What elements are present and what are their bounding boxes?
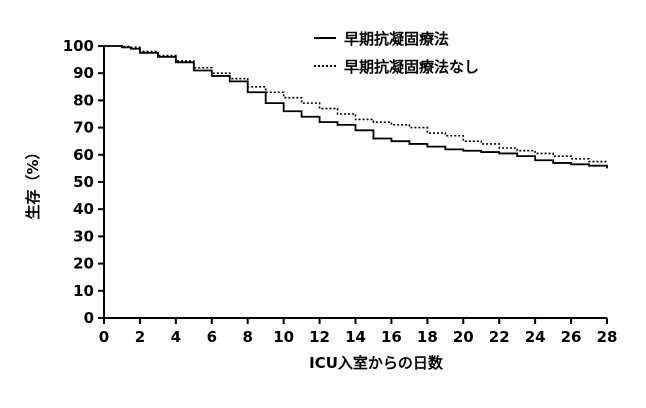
- x-tick-label: 12: [309, 328, 330, 346]
- x-tick-label: 28: [597, 328, 618, 346]
- y-tick-label: 40: [73, 200, 94, 218]
- y-tick-label: 20: [73, 255, 94, 273]
- y-tick-label: 70: [73, 119, 94, 137]
- y-tick-label: 90: [73, 64, 94, 82]
- x-tick-label: 20: [453, 328, 474, 346]
- y-axis-title: 生存（%）: [24, 144, 42, 219]
- x-tick-label: 18: [417, 328, 438, 346]
- x-tick-label: 16: [381, 328, 402, 346]
- x-tick-label: 14: [345, 328, 366, 346]
- x-tick-label: 0: [99, 328, 109, 346]
- x-tick-label: 2: [135, 328, 145, 346]
- series-line-1: [104, 45, 608, 169]
- x-tick-label: 10: [273, 328, 294, 346]
- axes: [103, 46, 607, 319]
- x-ticks: 0 2 4 6 8 10 12 14 16 18 20 22 24 26 28: [99, 318, 618, 346]
- x-tick-label: 24: [525, 328, 546, 346]
- y-tick-label: 50: [73, 173, 94, 191]
- x-tick-label: 22: [489, 328, 510, 346]
- y-tick-label: 100: [63, 37, 94, 55]
- y-tick-label: 60: [73, 146, 94, 164]
- y-tick-label: 80: [73, 91, 94, 109]
- y-tick-label: 0: [84, 309, 94, 327]
- y-tick-label: 30: [73, 227, 94, 245]
- y-ticks: 0 10 20 30 40 50 60 70 80 90 100: [63, 37, 104, 327]
- x-tick-label: 26: [561, 328, 582, 346]
- series-layer: [104, 45, 608, 169]
- legend-label-solid: 早期抗凝固療法: [344, 30, 449, 48]
- legend: 早期抗凝固療法 早期抗凝固療法なし: [314, 30, 479, 76]
- y-tick-label: 10: [73, 282, 94, 300]
- series-line-2: [104, 45, 608, 163]
- legend-label-dotted: 早期抗凝固療法なし: [344, 58, 479, 76]
- x-tick-label: 6: [207, 328, 217, 346]
- x-axis-title: ICU入室からの日数: [309, 354, 444, 372]
- x-tick-label: 8: [242, 328, 252, 346]
- x-tick-label: 4: [171, 328, 181, 346]
